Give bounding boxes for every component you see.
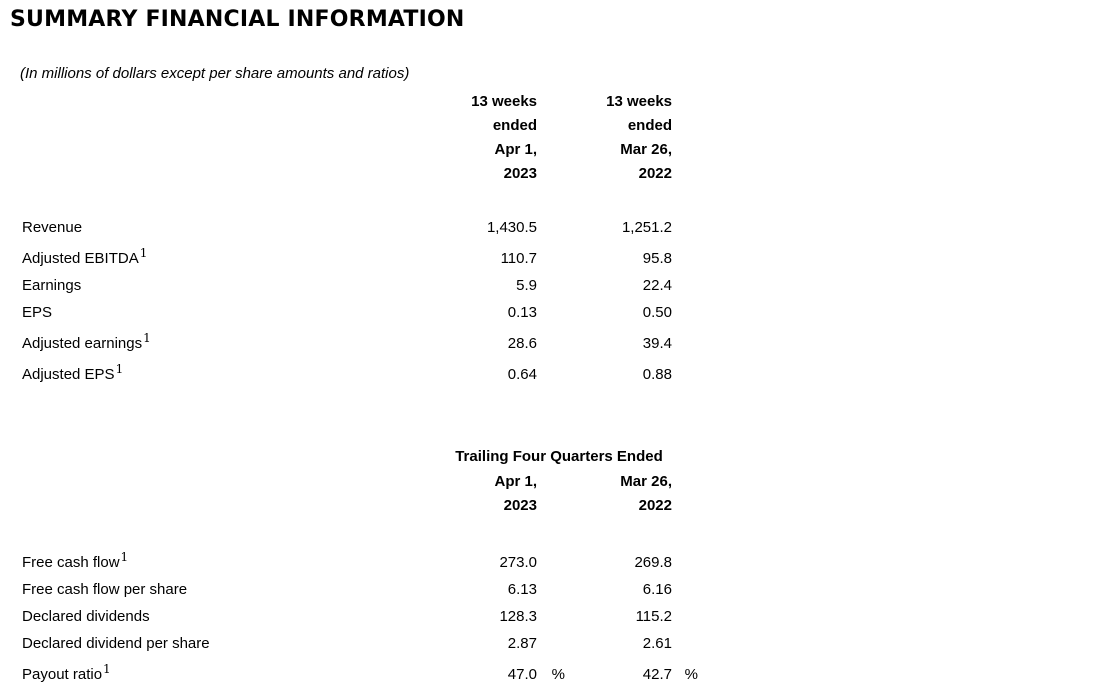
table-row: Adjusted EPS1 0.64 0.88 — [0, 361, 698, 388]
table2-trailing-four-quarters: Free cash flow1 273.0 269.8 Free cash fl… — [0, 545, 698, 688]
value-col1: 2.87 — [507, 635, 537, 652]
row-label: Adjusted EPS — [22, 366, 115, 383]
table1-header-line: Apr 1, Mar 26, — [0, 138, 698, 162]
table-row: Declared dividends 128.3 115.2 — [0, 603, 698, 630]
unit-col1 — [537, 361, 565, 388]
value-col2: 22.4 — [642, 277, 672, 294]
unit-col2 — [672, 603, 698, 630]
unit-col1 — [537, 630, 565, 657]
unit-col1 — [537, 272, 565, 299]
unit-col2 — [672, 576, 698, 603]
value-col2: 1,251.2 — [621, 219, 672, 236]
value-col2: 0.88 — [642, 366, 672, 383]
unit-col1 — [537, 299, 565, 326]
table1-header: 13 weeks 13 weeks ended ended Apr 1, Mar… — [0, 90, 698, 186]
value-col1: 1,430.5 — [486, 219, 537, 236]
unit-col2 — [672, 214, 698, 241]
page-title: SUMMARY FINANCIAL INFORMATION — [10, 7, 465, 32]
table1-col2-header-line: ended — [627, 117, 672, 134]
value-col1: 273.0 — [499, 554, 537, 571]
table1-col2-header-line: 2022 — [638, 165, 672, 182]
value-col2: 269.8 — [634, 554, 672, 571]
row-label: Declared dividends — [22, 608, 150, 625]
table2-header-line: 2023 2022 — [0, 494, 698, 518]
value-col1: 128.3 — [499, 608, 537, 625]
table1-col1-header-line: Apr 1, — [494, 141, 537, 158]
table1-quarterly-results: Revenue 1,430.5 1,251.2 Adjusted EBITDA1… — [0, 214, 698, 388]
row-label: Earnings — [22, 277, 82, 294]
table2-header-line: Apr 1, Mar 26, — [0, 470, 698, 494]
value-col2: 42.7 — [642, 666, 672, 683]
value-col2: 6.16 — [642, 581, 672, 598]
footnote-marker: 1 — [139, 246, 148, 260]
table1-header-line: 13 weeks 13 weeks — [0, 90, 698, 114]
value-col2: 2.61 — [642, 635, 672, 652]
footnote-marker: 1 — [103, 662, 111, 676]
table-row: Declared dividend per share 2.87 2.61 — [0, 630, 698, 657]
value-col1: 0.64 — [507, 366, 537, 383]
row-label: Free cash flow per share — [22, 581, 188, 598]
value-col1: 47.0 — [507, 666, 537, 683]
table-row: EPS 0.13 0.50 — [0, 299, 698, 326]
value-col2: 39.4 — [642, 335, 672, 352]
row-label: Adjusted earnings — [22, 335, 143, 352]
row-label: Payout ratio — [22, 666, 103, 683]
table-row: Adjusted earnings1 28.6 39.4 — [0, 330, 698, 357]
unit-col1: % — [551, 666, 565, 683]
unit-col2 — [672, 330, 698, 357]
table2-group-header-line: Trailing Four Quarters Ended — [0, 443, 698, 470]
table1-col1-header-line: 2023 — [503, 165, 537, 182]
unit-col1 — [537, 549, 565, 576]
table1-header-line: ended ended — [0, 114, 698, 138]
table2-col2-header-line: Mar 26, — [620, 473, 672, 490]
value-col2: 0.50 — [642, 304, 672, 321]
table-row: Earnings 5.9 22.4 — [0, 272, 698, 299]
footnote-marker: 1 — [115, 362, 124, 376]
units-note: (In millions of dollars except per share… — [20, 65, 410, 82]
row-label: Free cash flow — [22, 554, 120, 571]
value-col1: 28.6 — [507, 335, 537, 352]
table-row: Adjusted EBITDA1 110.7 95.8 — [0, 245, 698, 272]
footnote-marker: 1 — [143, 331, 151, 345]
value-col1: 6.13 — [507, 581, 537, 598]
unit-col2: % — [684, 666, 698, 683]
row-label: Declared dividend per share — [22, 635, 210, 652]
unit-col1 — [537, 245, 565, 272]
row-label: Revenue — [22, 219, 83, 236]
value-col2: 95.8 — [642, 250, 672, 267]
value-col1: 0.13 — [507, 304, 537, 321]
table2-col1-header-line: Apr 1, — [494, 473, 537, 490]
unit-col1 — [537, 603, 565, 630]
table1-col1-header-line: ended — [492, 117, 537, 134]
unit-col2 — [672, 299, 698, 326]
unit-col2 — [672, 361, 698, 388]
table1-header-line: 2023 2022 — [0, 162, 698, 186]
table2-header: Trailing Four Quarters Ended Apr 1, Mar … — [0, 443, 698, 518]
value-col1: 5.9 — [516, 277, 537, 294]
table2-col2-header-line: 2022 — [638, 497, 672, 514]
unit-col2 — [672, 272, 698, 299]
value-col1: 110.7 — [500, 250, 537, 267]
table-row: Free cash flow per share 6.13 6.16 — [0, 576, 698, 603]
table1-col2-header-line: 13 weeks — [606, 93, 672, 110]
unit-col1 — [537, 330, 565, 357]
table1-col1-header-line: 13 weeks — [471, 93, 537, 110]
unit-col1 — [537, 214, 565, 241]
unit-col2 — [672, 630, 698, 657]
table-row: Free cash flow1 273.0 269.8 — [0, 549, 698, 576]
footnote-marker: 1 — [120, 550, 129, 564]
table2-group-header: Trailing Four Quarters Ended — [455, 448, 663, 465]
value-col2: 115.2 — [635, 608, 672, 625]
row-label: Adjusted EBITDA — [22, 250, 139, 267]
table1-col2-header-line: Mar 26, — [620, 141, 672, 158]
unit-col2 — [672, 549, 698, 576]
table-row: Payout ratio1 47.0 % 42.7 % — [0, 661, 698, 688]
unit-col1 — [537, 576, 565, 603]
unit-col2 — [672, 245, 698, 272]
table2-col1-header-line: 2023 — [503, 497, 537, 514]
row-label: EPS — [22, 304, 53, 321]
table-row: Revenue 1,430.5 1,251.2 — [0, 214, 698, 241]
